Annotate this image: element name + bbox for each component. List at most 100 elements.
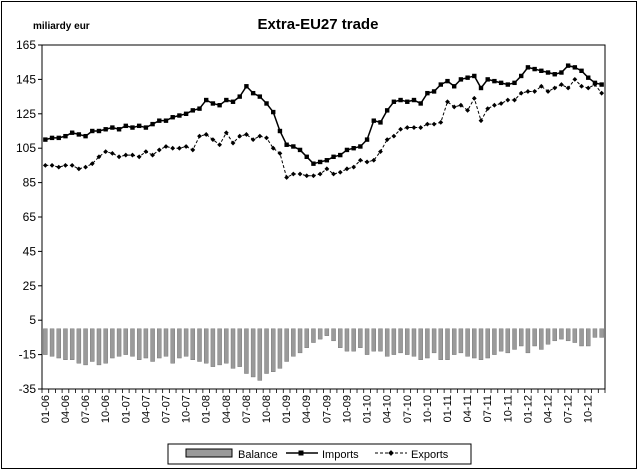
balance-bar — [519, 328, 524, 347]
exports-point — [485, 106, 491, 112]
balance-bar — [592, 328, 598, 338]
legend-imports-marker — [298, 450, 304, 456]
exports-point — [163, 144, 169, 149]
imports-point — [418, 101, 423, 106]
balance-bar — [586, 328, 591, 347]
balance-bar — [83, 328, 88, 366]
x-tick-label: 10-11 — [502, 395, 514, 422]
imports-point — [90, 128, 95, 134]
balance-bar — [271, 328, 276, 372]
balance-bar — [465, 328, 470, 357]
exports-point — [337, 169, 343, 175]
x-tick-label: 04-10 — [382, 395, 394, 423]
exports-point — [579, 83, 584, 89]
exports-point — [471, 95, 477, 101]
balance-bar — [405, 328, 410, 355]
exports-point — [498, 101, 504, 106]
imports-point — [425, 90, 430, 96]
balance-bar — [391, 328, 397, 355]
balance-bar — [552, 328, 557, 342]
balance-bar — [572, 328, 578, 343]
imports-point — [130, 125, 135, 130]
balance-bar — [425, 328, 430, 359]
y-tick-label: 125 — [16, 107, 36, 121]
imports-point — [411, 97, 417, 103]
imports-point — [116, 127, 122, 132]
balance-bar — [163, 328, 169, 357]
balance-bar — [203, 328, 209, 364]
balance-bar — [230, 328, 236, 369]
legend: Balance Imports Exports — [167, 443, 472, 465]
balance-bar — [197, 328, 202, 362]
imports-point — [250, 90, 256, 96]
exports-point — [190, 147, 196, 153]
imports-point — [512, 80, 517, 86]
x-tick-label: 01-09 — [281, 395, 293, 423]
imports-point — [170, 115, 175, 120]
chart-title: Extra-EU27 trade — [258, 16, 379, 33]
exports-point — [230, 140, 236, 146]
balance-bar — [525, 328, 531, 354]
balance-bar — [183, 328, 189, 357]
exports-point — [311, 173, 316, 179]
exports-point — [42, 162, 48, 168]
imports-point — [291, 144, 296, 149]
imports-point — [49, 135, 55, 141]
imports-point — [458, 77, 464, 82]
y-tick-label: 145 — [16, 72, 36, 86]
x-tick-label: 07-06 — [80, 395, 92, 423]
imports-point — [445, 78, 450, 84]
exports-point — [525, 89, 531, 94]
imports-point — [96, 128, 102, 134]
balance-bar — [451, 328, 457, 355]
imports-point — [599, 82, 604, 87]
imports-point — [237, 94, 242, 99]
x-tick-label: 04-12 — [543, 395, 555, 423]
imports-point — [579, 68, 584, 73]
balance-bar — [371, 328, 376, 352]
exports-point — [585, 85, 591, 91]
imports-point — [351, 146, 356, 151]
imports-point — [177, 113, 182, 118]
balance-bar — [331, 328, 336, 342]
balance-bar — [103, 328, 108, 364]
imports-point — [56, 135, 61, 141]
balance-bar — [157, 328, 162, 359]
exports-point — [478, 118, 484, 124]
imports-point — [572, 65, 578, 70]
imports-point — [451, 84, 457, 89]
balance-bar — [579, 328, 584, 347]
imports-point — [498, 80, 504, 86]
balance-bar — [237, 328, 242, 367]
x-tick-label: 10-09 — [341, 395, 353, 423]
imports-point — [110, 125, 115, 130]
imports-point — [324, 158, 330, 163]
exports-point — [143, 149, 149, 155]
imports-point — [485, 77, 490, 82]
exports-point — [297, 171, 303, 177]
legend-imports-label: Imports — [322, 449, 359, 461]
exports-point — [391, 133, 397, 139]
y-tick-label: 85 — [23, 176, 37, 190]
x-tick-label: 01-08 — [201, 395, 213, 423]
exports-point — [69, 162, 75, 168]
y-tick-label: 105 — [16, 141, 36, 155]
balance-bar — [378, 328, 383, 352]
exports-point — [357, 157, 363, 163]
exports-point — [170, 145, 176, 151]
imports-point — [559, 70, 564, 75]
x-tick-label: 01-11 — [442, 395, 454, 422]
balance-bar — [96, 328, 102, 366]
exports-point — [116, 154, 122, 160]
balance-bar — [398, 328, 403, 354]
exports-point — [250, 137, 256, 143]
balance-bar — [277, 328, 283, 369]
balance-bar — [539, 328, 544, 350]
imports-line — [45, 64, 602, 165]
imports-point — [103, 127, 108, 132]
balance-bar — [512, 328, 517, 350]
exports-point — [364, 159, 370, 165]
exports-point — [532, 89, 538, 94]
imports-point — [438, 82, 443, 87]
exports-point — [324, 166, 330, 172]
